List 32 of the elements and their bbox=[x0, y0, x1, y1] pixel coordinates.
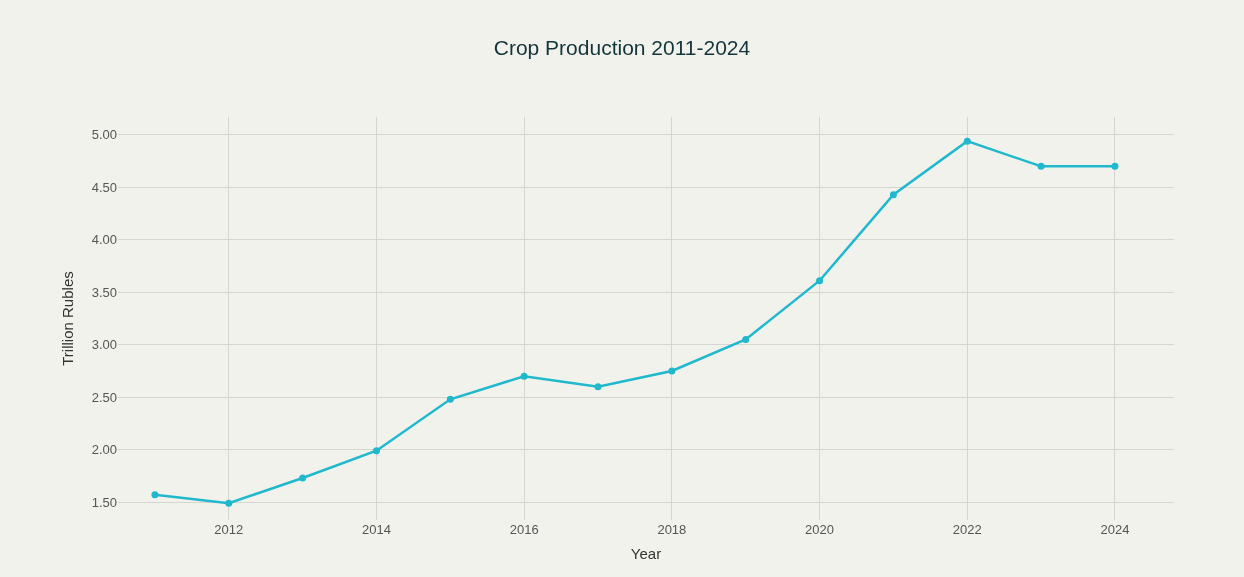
x-tick-label: 2018 bbox=[657, 522, 687, 537]
y-tick-label: 4.50 bbox=[91, 179, 117, 195]
y-tick-label: 1.50 bbox=[91, 494, 117, 510]
chart-title: Crop Production 2011-2024 bbox=[493, 36, 751, 60]
point bbox=[816, 277, 824, 285]
point bbox=[742, 335, 750, 343]
y-tick-label: 2.50 bbox=[91, 389, 117, 405]
point bbox=[963, 137, 971, 145]
y-tick-label: 5.00 bbox=[91, 127, 117, 143]
point bbox=[1037, 162, 1045, 170]
x-tick-label: 2012 bbox=[214, 522, 244, 537]
y-tick-label: 2.00 bbox=[91, 442, 117, 458]
point bbox=[520, 372, 528, 380]
point bbox=[1111, 162, 1119, 170]
point bbox=[225, 499, 233, 507]
x-tick-label: 2020 bbox=[805, 522, 834, 537]
point bbox=[299, 474, 307, 482]
x-axis-title: Year bbox=[630, 545, 662, 562]
x-tick-label: 2024 bbox=[1100, 522, 1130, 537]
point bbox=[446, 395, 454, 403]
point bbox=[372, 447, 380, 455]
point bbox=[594, 383, 602, 391]
point bbox=[151, 491, 159, 499]
point bbox=[668, 367, 676, 375]
y-tick-label: 4.00 bbox=[91, 232, 117, 248]
x-tick-label: 2022 bbox=[952, 522, 982, 537]
point bbox=[889, 191, 897, 199]
x-tick-label: 2014 bbox=[362, 522, 391, 537]
y-axis-title: Trillion Rubles bbox=[58, 271, 76, 366]
x-tick-label: 2016 bbox=[509, 522, 539, 537]
y-tick-label: 3.50 bbox=[91, 284, 117, 300]
y-tick-label: 3.00 bbox=[91, 337, 117, 353]
